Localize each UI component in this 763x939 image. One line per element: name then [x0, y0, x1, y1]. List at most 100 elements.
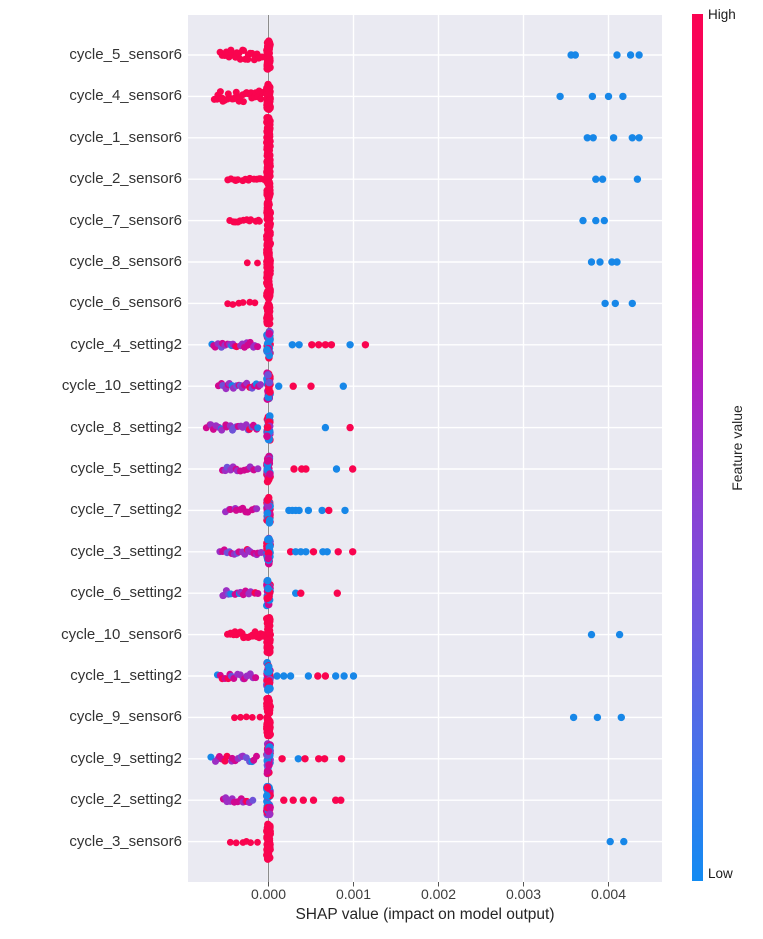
data-point [263, 129, 272, 137]
data-point [265, 329, 274, 338]
data-point [239, 98, 247, 106]
data-point [292, 589, 300, 597]
data-point [257, 95, 265, 103]
x-tick-label: 0.000 [250, 886, 287, 902]
data-point [239, 299, 247, 306]
data-point [332, 796, 340, 804]
y-tick-label: cycle_9_sensor6 [69, 708, 182, 726]
data-point [266, 684, 274, 693]
data-point [255, 217, 263, 225]
data-point [608, 258, 616, 266]
data-point [325, 506, 333, 515]
data-point [265, 810, 274, 819]
data-point [264, 114, 273, 122]
data-point [266, 803, 274, 812]
data-point [626, 51, 635, 59]
data-point [249, 796, 257, 804]
data-point [265, 192, 273, 200]
data-point [264, 622, 272, 631]
data-point [295, 341, 303, 349]
data-point [308, 341, 316, 349]
y-tick-label: cycle_5_setting2 [70, 460, 182, 477]
data-point [254, 343, 262, 351]
data-point [292, 548, 300, 556]
data-point [257, 549, 265, 556]
data-point [280, 796, 288, 804]
y-tick-label: cycle_9_setting2 [70, 749, 182, 767]
colorbar-title: Feature value [729, 405, 745, 491]
data-point [264, 206, 273, 214]
colorbar [692, 14, 703, 881]
data-point [264, 834, 272, 842]
data-point [275, 382, 283, 390]
data-point [295, 506, 303, 515]
data-point [264, 457, 272, 465]
data-point [266, 636, 274, 644]
data-point [339, 382, 347, 390]
data-point [604, 92, 613, 101]
data-point [635, 51, 643, 59]
data-point [226, 838, 234, 846]
y-tick-label: cycle_1_sensor6 [69, 128, 182, 146]
data-point [264, 747, 273, 755]
x-tick-label: 0.001 [335, 886, 372, 902]
data-point [254, 590, 262, 597]
data-point [264, 371, 272, 379]
data-point [265, 284, 273, 292]
data-point [263, 576, 272, 585]
data-point [628, 134, 636, 142]
data-point [263, 90, 272, 98]
data-point [633, 175, 642, 183]
data-point [252, 674, 260, 682]
data-point [332, 465, 341, 473]
data-point [237, 713, 244, 721]
beeswarm-canvas [188, 15, 662, 882]
data-point [265, 535, 273, 544]
data-point [596, 258, 604, 266]
data-point [265, 304, 274, 312]
y-tick-label: cycle_6_sensor6 [69, 294, 182, 312]
data-point [236, 55, 244, 63]
data-point [302, 548, 310, 556]
data-point [273, 672, 281, 680]
data-point [587, 630, 596, 639]
data-point [251, 299, 259, 307]
data-point [264, 49, 273, 58]
data-point [349, 465, 357, 473]
data-point [301, 755, 309, 763]
x-tick-label: 0.003 [505, 886, 542, 902]
data-point [571, 51, 579, 59]
data-point [265, 730, 274, 739]
data-point [254, 424, 262, 432]
x-axis-title: SHAP value (impact on model output) [295, 906, 555, 923]
data-point [263, 432, 271, 441]
data-point [569, 713, 578, 722]
data-point [240, 47, 248, 54]
data-point [243, 259, 251, 267]
data-point [265, 667, 273, 676]
data-point [263, 696, 272, 704]
data-point [613, 51, 621, 59]
data-point [593, 713, 602, 722]
data-point [613, 258, 621, 266]
data-point [323, 548, 331, 556]
data-point [289, 382, 297, 390]
data-point [286, 548, 295, 556]
data-point [321, 423, 330, 432]
data-point [265, 378, 273, 387]
x-axis-tick-marks [268, 882, 609, 887]
data-point [299, 796, 307, 804]
data-point [309, 796, 318, 804]
data-point [346, 423, 354, 432]
data-point [263, 496, 272, 504]
data-point [264, 584, 272, 593]
data-point [263, 346, 271, 354]
data-point [231, 714, 238, 722]
y-tick-label: cycle_10_sensor6 [61, 625, 182, 643]
data-point [340, 672, 348, 680]
data-point [263, 702, 271, 710]
data-point [288, 341, 296, 349]
data-point [349, 548, 357, 556]
data-point [280, 672, 288, 680]
